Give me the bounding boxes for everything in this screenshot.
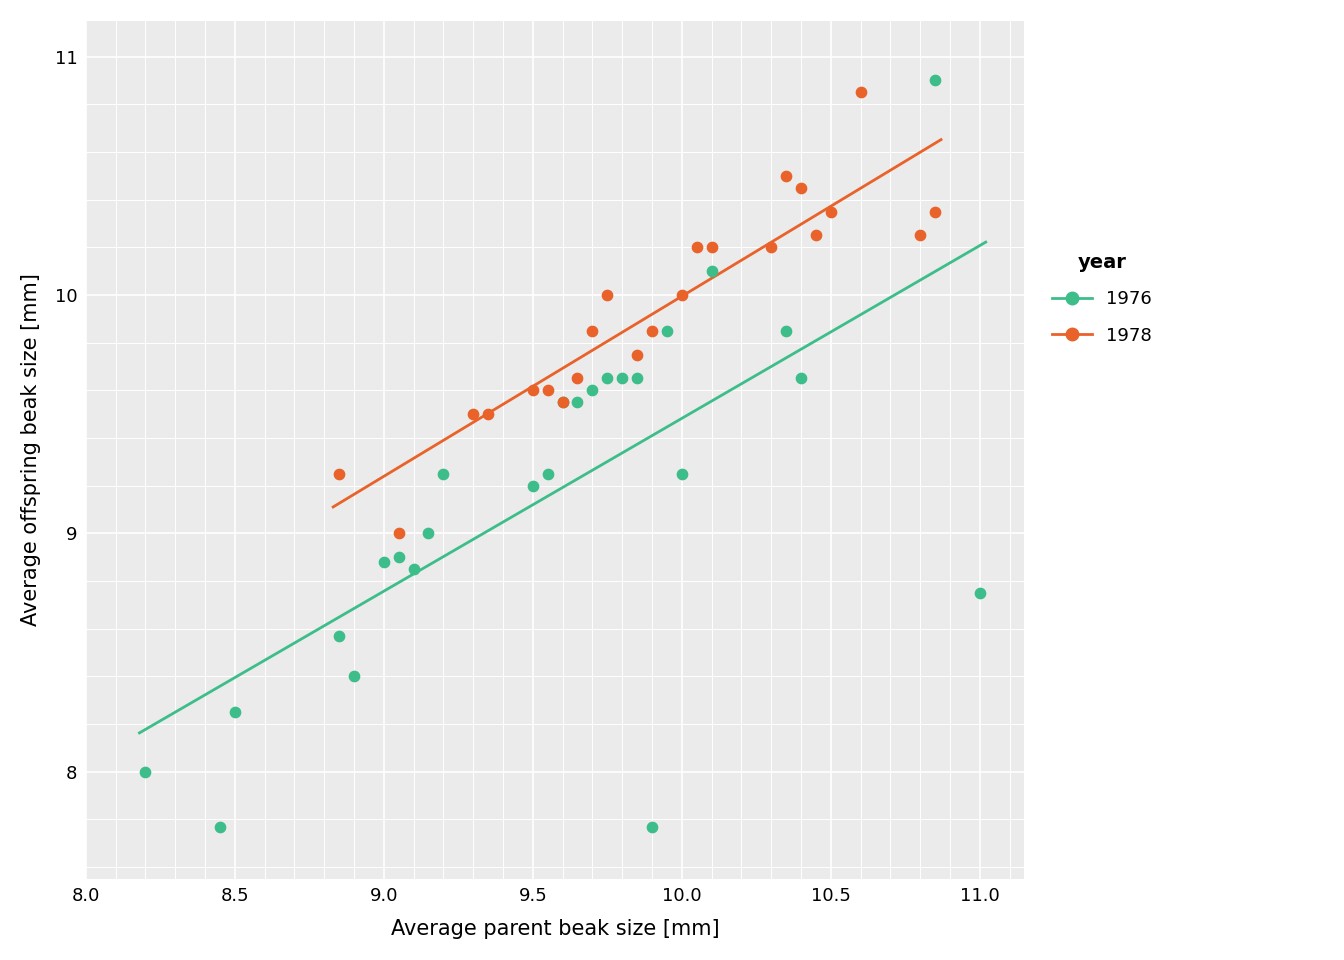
Point <box>775 168 797 183</box>
Point <box>582 383 603 398</box>
Point <box>521 478 543 493</box>
Point <box>612 371 633 386</box>
Point <box>925 204 946 219</box>
Point <box>626 347 648 362</box>
Point <box>820 204 841 219</box>
Point <box>224 705 246 720</box>
Point <box>805 228 827 243</box>
Point <box>343 669 364 684</box>
Point <box>597 287 618 302</box>
Y-axis label: Average offspring beak size [mm]: Average offspring beak size [mm] <box>22 274 40 626</box>
Point <box>210 819 231 834</box>
Point <box>388 526 410 541</box>
Point <box>597 371 618 386</box>
Point <box>969 586 991 601</box>
X-axis label: Average parent beak size [mm]: Average parent beak size [mm] <box>391 919 719 939</box>
Point <box>671 466 692 481</box>
Point <box>403 562 425 577</box>
Legend: 1976, 1978: 1976, 1978 <box>1043 245 1161 353</box>
Point <box>328 628 349 643</box>
Point <box>626 371 648 386</box>
Point <box>521 383 543 398</box>
Point <box>925 73 946 88</box>
Point <box>790 371 812 386</box>
Point <box>700 263 722 278</box>
Point <box>775 323 797 338</box>
Point <box>374 554 395 569</box>
Point <box>761 240 782 255</box>
Point <box>910 228 931 243</box>
Point <box>418 526 439 541</box>
Point <box>567 395 589 410</box>
Point <box>849 84 871 100</box>
Point <box>685 240 707 255</box>
Point <box>567 371 589 386</box>
Point <box>538 383 559 398</box>
Point <box>552 395 574 410</box>
Point <box>433 466 454 481</box>
Point <box>641 819 663 834</box>
Point <box>552 395 574 410</box>
Point <box>656 323 677 338</box>
Point <box>790 180 812 196</box>
Point <box>477 406 499 421</box>
Point <box>671 287 692 302</box>
Point <box>134 764 156 780</box>
Point <box>328 466 349 481</box>
Point <box>582 323 603 338</box>
Point <box>538 466 559 481</box>
Point <box>462 406 484 421</box>
Point <box>700 240 722 255</box>
Point <box>388 549 410 564</box>
Point <box>641 323 663 338</box>
